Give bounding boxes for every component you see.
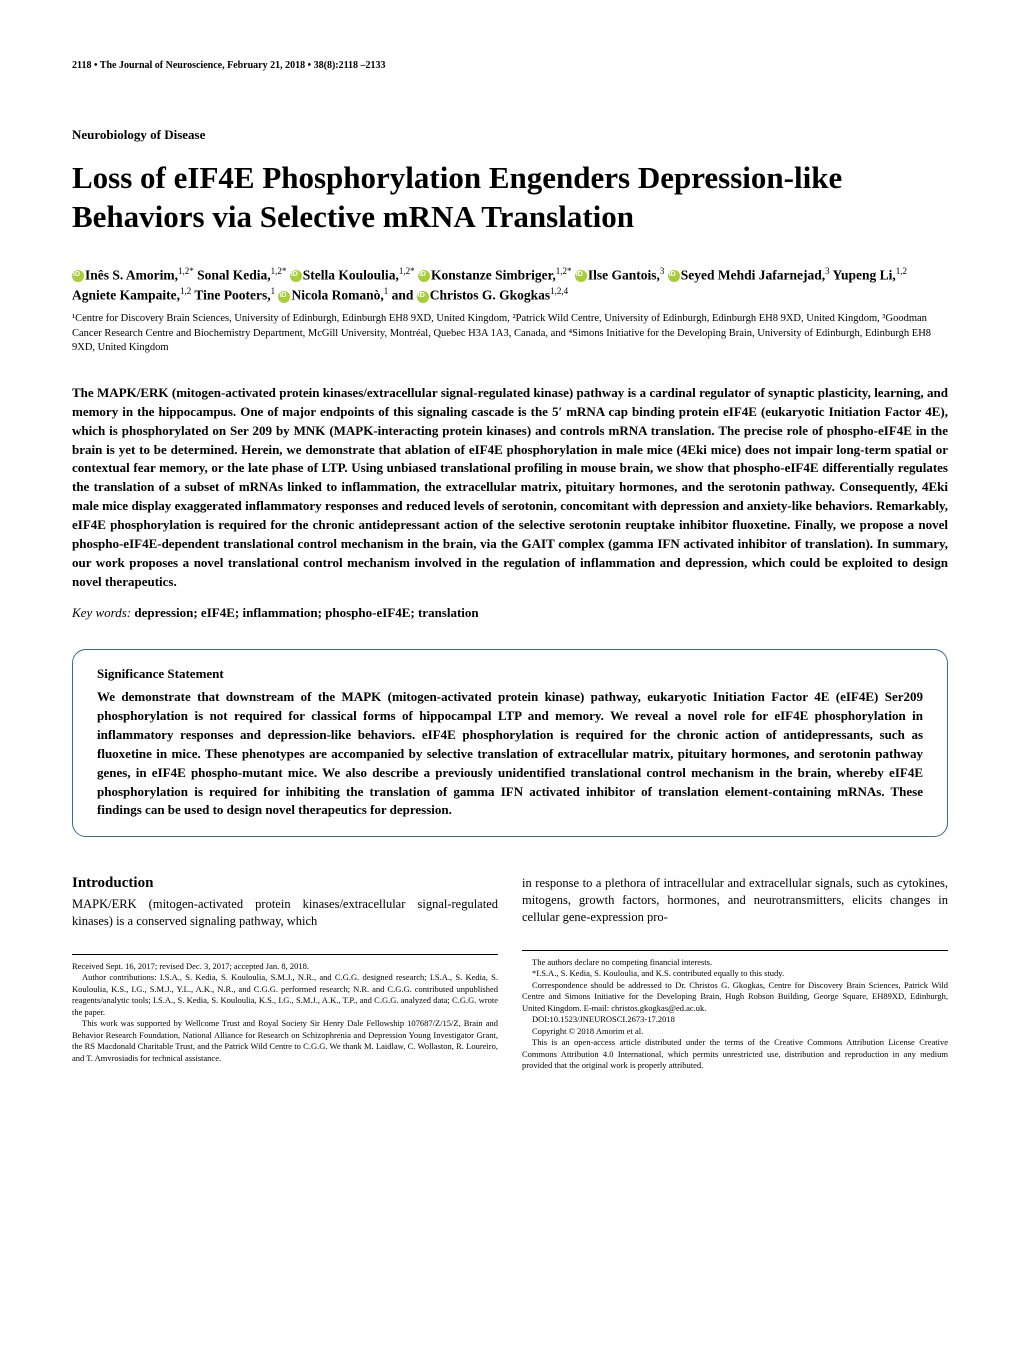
keywords-text: depression; eIF4E; inflammation; phospho…: [131, 605, 479, 620]
footnotes-right: The authors declare no competing financi…: [522, 950, 948, 1072]
intro-columns: Introduction MAPK/ERK (mitogen-activated…: [72, 875, 948, 1071]
footnote-line: Author contributions: I.S.A., S. Kedia, …: [72, 972, 498, 1018]
footnote-line: Received Sept. 16, 2017; revised Dec. 3,…: [72, 961, 498, 972]
author-list: Inês S. Amorim,1,2* Sonal Kedia,1,2* Ste…: [72, 265, 948, 307]
intro-col-right: in response to a plethora of intracellul…: [522, 875, 948, 1071]
footnotes-left: Received Sept. 16, 2017; revised Dec. 3,…: [72, 954, 498, 1064]
article-title: Loss of eIF4E Phosphorylation Engenders …: [72, 159, 948, 237]
footnote-line: This work was supported by Wellcome Trus…: [72, 1018, 498, 1064]
intro-heading: Introduction: [72, 875, 498, 892]
intro-text-right: in response to a plethora of intracellul…: [522, 875, 948, 926]
footnote-line: Correspondence should be addressed to Dr…: [522, 980, 948, 1014]
keywords: Key words: depression; eIF4E; inflammati…: [72, 605, 948, 621]
footnote-line: Copyright © 2018 Amorim et al.: [522, 1026, 948, 1037]
footnote-line: *I.S.A., S. Kedia, S. Kouloulia, and K.S…: [522, 968, 948, 979]
abstract-text: The MAPK/ERK (mitogen-activated protein …: [72, 384, 948, 591]
keywords-label: Key words:: [72, 605, 131, 620]
affiliations: ¹Centre for Discovery Brain Sciences, Un…: [72, 312, 948, 356]
significance-text: We demonstrate that downstream of the MA…: [97, 688, 923, 820]
intro-text-left: MAPK/ERK (mitogen-activated protein kina…: [72, 896, 498, 930]
footnote-line: DOI:10.1523/JNEUROSCI.2673-17.2018: [522, 1014, 948, 1025]
page-header: 2118 • The Journal of Neuroscience, Febr…: [72, 60, 948, 71]
section-label: Neurobiology of Disease: [72, 127, 948, 143]
significance-box: Significance Statement We demonstrate th…: [72, 649, 948, 837]
footnote-line: The authors declare no competing financi…: [522, 957, 948, 968]
significance-title: Significance Statement: [97, 666, 923, 682]
intro-col-left: Introduction MAPK/ERK (mitogen-activated…: [72, 875, 498, 1071]
footnote-line: This is an open-access article distribut…: [522, 1037, 948, 1071]
